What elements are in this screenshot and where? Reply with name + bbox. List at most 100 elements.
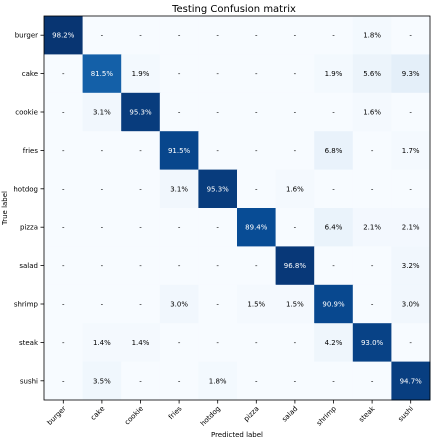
cell-value-label: 1.6% bbox=[286, 185, 304, 193]
x-tick-label: shrimp bbox=[315, 404, 338, 427]
cell-value-label: - bbox=[101, 224, 104, 232]
cell-value-label: - bbox=[409, 185, 412, 193]
y-tick-label: shrimp bbox=[14, 301, 39, 309]
cell-value-label: - bbox=[62, 262, 65, 270]
cell-value-label: 2.1% bbox=[363, 224, 381, 232]
cell-value-label: 1.4% bbox=[93, 339, 111, 347]
y-tick-label: cookie bbox=[15, 109, 38, 117]
cell-value-label: - bbox=[216, 32, 219, 40]
heatmap-cell bbox=[44, 246, 84, 286]
heatmap-cell bbox=[275, 54, 315, 94]
cell-value-label: - bbox=[332, 109, 335, 117]
heatmap-cell bbox=[82, 16, 122, 55]
cell-value-label: - bbox=[178, 109, 181, 117]
heatmap-cell bbox=[198, 16, 238, 55]
heatmap-cell bbox=[82, 361, 122, 401]
heatmap-cell bbox=[391, 361, 431, 401]
heatmap-cell bbox=[121, 208, 161, 247]
heatmap-cell bbox=[82, 284, 122, 324]
heatmap-cell bbox=[314, 284, 354, 324]
cell-value-label: - bbox=[332, 377, 335, 385]
heatmap-cell bbox=[275, 246, 315, 286]
cell-value-label: 98.2% bbox=[52, 32, 75, 40]
cell-value-label: - bbox=[294, 377, 297, 385]
heatmap-cell bbox=[159, 92, 199, 132]
cell-value-label: 4.2% bbox=[325, 339, 343, 347]
heatmap-cell bbox=[275, 361, 315, 401]
cell-value-label: - bbox=[139, 32, 142, 40]
heatmap-cell bbox=[198, 169, 238, 209]
cell-value-label: - bbox=[178, 224, 181, 232]
heatmap-cell bbox=[391, 169, 431, 209]
heatmap-cell bbox=[198, 131, 238, 171]
cell-value-label: 3.1% bbox=[170, 185, 188, 193]
cell-value-label: - bbox=[409, 109, 412, 117]
heatmap-cell bbox=[352, 208, 392, 247]
cell-value-label: - bbox=[62, 339, 65, 347]
y-tick-label: cake bbox=[22, 70, 38, 78]
heatmap-cell bbox=[159, 284, 199, 324]
x-tick-label: cookie bbox=[123, 405, 145, 427]
cell-value-label: - bbox=[139, 185, 142, 193]
cell-value-label: - bbox=[139, 262, 142, 270]
x-tick-label: salad bbox=[280, 405, 299, 424]
cell-value-label: - bbox=[139, 301, 142, 309]
cell-value-label: - bbox=[255, 262, 258, 270]
heatmap-cell bbox=[314, 92, 354, 132]
cell-value-label: 5.6% bbox=[363, 70, 381, 78]
heatmap-cell bbox=[44, 323, 84, 363]
cell-value-label: - bbox=[101, 262, 104, 270]
x-tick-label: hotdog bbox=[199, 405, 222, 428]
cell-value-label: - bbox=[371, 185, 374, 193]
heatmap-cell bbox=[391, 246, 431, 286]
cell-value-label: 3.1% bbox=[93, 109, 111, 117]
cell-value-label: - bbox=[294, 70, 297, 78]
heatmap-cell bbox=[159, 246, 199, 286]
heatmap-cell bbox=[275, 169, 315, 209]
cell-value-label: - bbox=[255, 109, 258, 117]
heatmap-cell bbox=[391, 284, 431, 324]
heatmap-cell bbox=[237, 208, 277, 247]
heatmap-cell bbox=[121, 361, 161, 401]
cell-value-label: 3.5% bbox=[93, 377, 111, 385]
cell-value-label: 1.4% bbox=[132, 339, 150, 347]
heatmap-cell bbox=[44, 16, 84, 55]
heatmap-cell bbox=[352, 131, 392, 171]
cell-value-label: 1.8% bbox=[209, 377, 227, 385]
heatmap-cell bbox=[275, 208, 315, 247]
cell-value-label: - bbox=[255, 339, 258, 347]
heatmap-cell bbox=[44, 54, 84, 94]
y-tick-label: salad bbox=[19, 262, 38, 270]
cell-value-label: - bbox=[101, 147, 104, 155]
x-axis-label: Predicted label bbox=[211, 431, 263, 439]
heatmap-cell bbox=[237, 92, 277, 132]
cell-value-label: 3.0% bbox=[402, 301, 420, 309]
heatmap-cell-labels: 98.2% - - - - - - - 1.8% - - 81.5% 1.9% - - - - 1.9% 5.6% 9… bbox=[52, 32, 422, 386]
heatmap-cell bbox=[121, 284, 161, 324]
heatmap-cell bbox=[237, 246, 277, 286]
y-tick-label: hotdog bbox=[13, 185, 38, 193]
cell-value-label: - bbox=[62, 377, 65, 385]
heatmap-cell bbox=[237, 284, 277, 324]
cell-value-label: 1.8% bbox=[363, 32, 381, 40]
heatmap-cell bbox=[159, 54, 199, 94]
heatmap-cell bbox=[121, 131, 161, 171]
cell-value-label: - bbox=[101, 301, 104, 309]
cell-value-label: - bbox=[216, 224, 219, 232]
cell-value-label: - bbox=[139, 377, 142, 385]
cell-value-label: 81.5% bbox=[91, 70, 114, 78]
cell-value-label: - bbox=[409, 32, 412, 40]
heatmap-cell bbox=[44, 284, 84, 324]
heatmap-cell bbox=[198, 284, 238, 324]
cell-value-label: 96.8% bbox=[284, 262, 307, 270]
heatmap-cell bbox=[314, 323, 354, 363]
heatmap-cell bbox=[314, 246, 354, 286]
x-tick-label: cake bbox=[89, 405, 106, 422]
heatmap-cell bbox=[352, 92, 392, 132]
heatmap-cell bbox=[198, 54, 238, 94]
cell-value-label: - bbox=[294, 224, 297, 232]
heatmap-cell bbox=[44, 92, 84, 132]
heatmap-cell bbox=[44, 361, 84, 401]
cell-value-label: - bbox=[294, 147, 297, 155]
